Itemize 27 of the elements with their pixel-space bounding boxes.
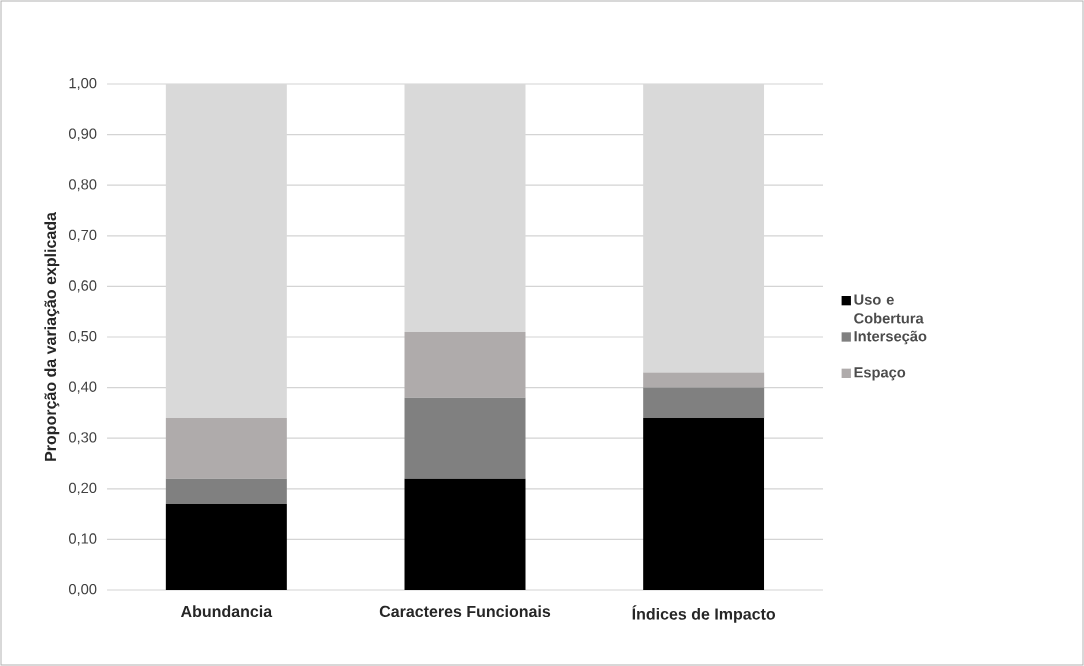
bar — [165, 478, 287, 504]
y-tick-label: 1,00 — [69, 77, 97, 91]
y-tick-label: 0,40 — [68, 381, 97, 394]
legend-label: Espaço — [854, 367, 906, 381]
bar — [404, 331, 526, 398]
y-tick-label: 0,80 — [68, 179, 97, 192]
x-tick-label: Índices de Impacto — [632, 605, 776, 623]
bar — [643, 387, 765, 418]
y-tick-label: 0,50 — [68, 330, 97, 344]
y-tick-label: 0,90 — [68, 128, 97, 141]
legend-label: Uso e Cobertura — [854, 294, 924, 324]
bar — [165, 503, 287, 590]
y-tick-label: 0,10 — [68, 533, 97, 546]
y-tick-label: 0,20 — [68, 482, 97, 495]
x-tick-label: Caracteres Funcionais — [379, 605, 551, 618]
legend-label: Interseção — [854, 330, 927, 345]
bar — [643, 372, 765, 388]
y-tick-label: 0,70 — [68, 229, 97, 242]
bar — [404, 478, 526, 590]
y-tick-label: 0,00 — [68, 583, 97, 597]
bar — [404, 397, 526, 479]
bar — [165, 417, 287, 479]
x-tick-label: Abundancia — [180, 605, 273, 618]
y-tick-label: 0,30 — [68, 432, 97, 445]
y-axis-title: Proporção da variação explicada — [44, 211, 60, 461]
bar — [643, 417, 765, 590]
y-tick-label: 0,60 — [68, 280, 97, 293]
